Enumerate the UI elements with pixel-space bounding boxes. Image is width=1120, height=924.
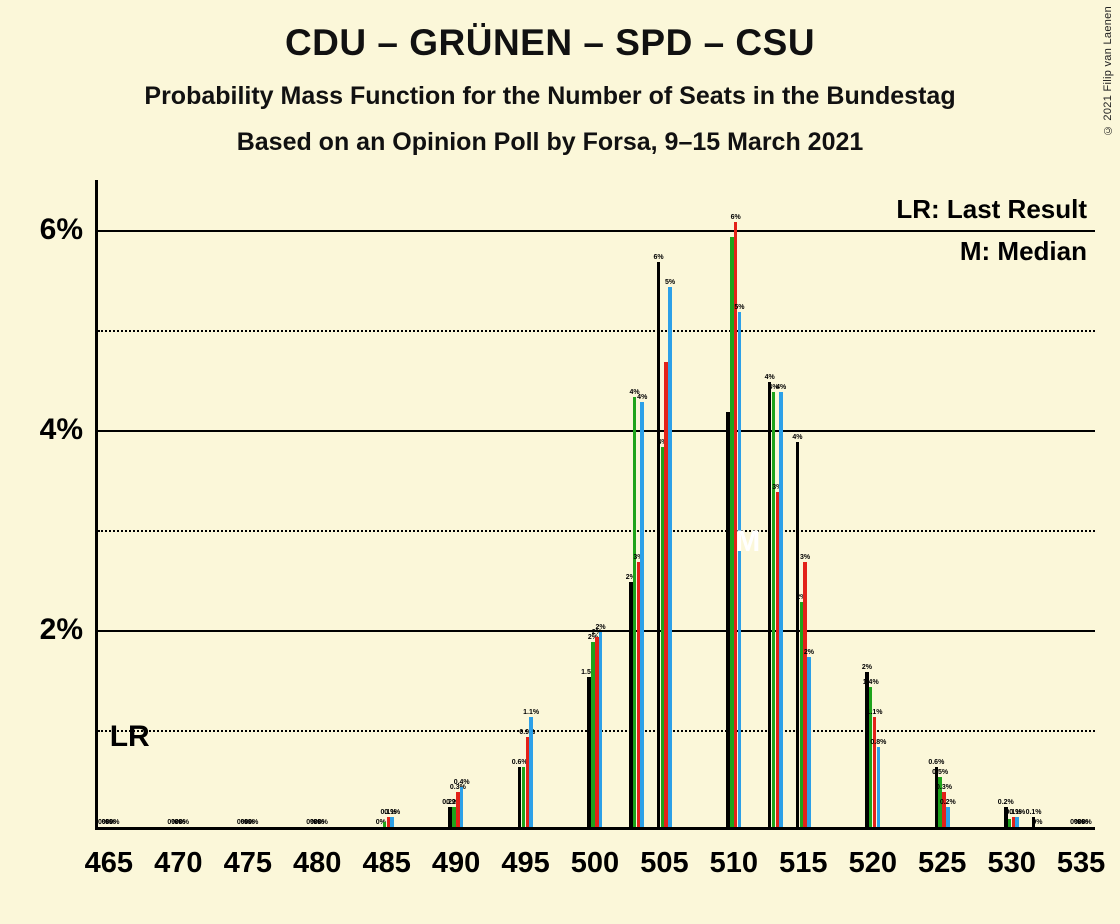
- x-tick-label: 470: [154, 847, 202, 880]
- bar-value-label: 0.2%: [940, 799, 956, 806]
- plot-area: LR: Last Result M: Median 2%4%6%46547047…: [95, 180, 1095, 830]
- y-tick-label: 6%: [40, 213, 83, 247]
- bar-value-label: 5%: [734, 304, 744, 311]
- bar: [529, 717, 533, 827]
- bar-value-label: 4%: [637, 394, 647, 401]
- x-tick-label: 475: [224, 847, 272, 880]
- x-tick-label: 535: [1057, 847, 1105, 880]
- y-tick-label: 2%: [40, 613, 83, 647]
- x-tick-label: 500: [571, 847, 619, 880]
- bar-value-label: 0.3%: [936, 784, 952, 791]
- bar-value-label: 2%: [804, 649, 814, 656]
- chart-subtitle-2: Based on an Opinion Poll by Forsa, 9–15 …: [0, 128, 1100, 157]
- lr-marker: LR: [110, 720, 150, 754]
- x-tick-label: 520: [849, 847, 897, 880]
- chart-canvas: © 2021 Filip van Laenen CDU – GRÜNEN – S…: [0, 0, 1120, 924]
- x-tick-label: 480: [293, 847, 341, 880]
- gridline-major: [98, 430, 1095, 432]
- bar-value-label: 1.1%: [867, 709, 883, 716]
- bar: [779, 392, 783, 827]
- bar-value-label: 6%: [731, 214, 741, 221]
- bar-value-label: 0%: [179, 819, 189, 826]
- bar-value-label: 0.4%: [454, 779, 470, 786]
- x-tick-label: 485: [362, 847, 410, 880]
- bar: [1015, 817, 1019, 827]
- bar-value-label: 0%: [1082, 819, 1092, 826]
- bar: [599, 632, 603, 827]
- x-tick-label: 505: [640, 847, 688, 880]
- bar-value-label: 0.1%: [1009, 809, 1025, 816]
- gridline-minor: [98, 530, 1095, 532]
- bar-value-label: 0%: [109, 819, 119, 826]
- bar: [640, 402, 644, 827]
- bar: [946, 807, 950, 827]
- x-tick-label: 515: [779, 847, 827, 880]
- x-tick-label: 490: [432, 847, 480, 880]
- bar-value-label: 2%: [596, 624, 606, 631]
- legend-lr: LR: Last Result: [896, 194, 1087, 225]
- legend-m: M: Median: [960, 236, 1087, 267]
- bar-value-label: 3%: [800, 554, 810, 561]
- bar-value-label: 0.9%: [519, 729, 535, 736]
- bar-value-label: 4%: [776, 384, 786, 391]
- bar-value-label: 2%: [862, 664, 872, 671]
- x-tick-label: 530: [987, 847, 1035, 880]
- x-tick-label: 465: [85, 847, 133, 880]
- bar-value-label: 0%: [248, 819, 258, 826]
- gridline-major: [98, 230, 1095, 232]
- x-axis-line: [95, 827, 1095, 830]
- x-tick-label: 525: [918, 847, 966, 880]
- bar-value-label: 1.4%: [863, 679, 879, 686]
- bar-value-label: 0.2%: [998, 799, 1014, 806]
- median-marker: M: [735, 525, 760, 559]
- copyright-text: © 2021 Filip van Laenen: [1102, 6, 1114, 136]
- x-tick-label: 510: [710, 847, 758, 880]
- x-tick-label: 495: [501, 847, 549, 880]
- chart-title: CDU – GRÜNEN – SPD – CSU: [0, 22, 1100, 64]
- bar: [877, 747, 881, 827]
- y-axis-line: [95, 180, 98, 830]
- bar-value-label: 4%: [765, 374, 775, 381]
- bar: [738, 312, 742, 827]
- bar-value-label: 4%: [792, 434, 802, 441]
- bar-value-label: 0%: [318, 819, 328, 826]
- chart-subtitle-1: Probability Mass Function for the Number…: [0, 82, 1100, 111]
- bar-value-label: 1.1%: [523, 709, 539, 716]
- bar-value-label: 0.8%: [870, 739, 886, 746]
- bar-value-label: 0.5%: [932, 769, 948, 776]
- bar-value-label: 5%: [665, 279, 675, 286]
- bar-value-label: 0.1%: [1026, 809, 1042, 816]
- bar: [807, 657, 811, 827]
- bar-value-label: 0.6%: [928, 759, 944, 766]
- bar: [668, 287, 672, 827]
- gridline-minor: [98, 330, 1095, 332]
- bar-value-label: 0%: [1032, 819, 1042, 826]
- bar: [390, 817, 394, 827]
- bar: [460, 787, 464, 827]
- bar-value-label: 6%: [654, 254, 664, 261]
- y-tick-label: 4%: [40, 413, 83, 447]
- bar-value-label: 0.1%: [384, 809, 400, 816]
